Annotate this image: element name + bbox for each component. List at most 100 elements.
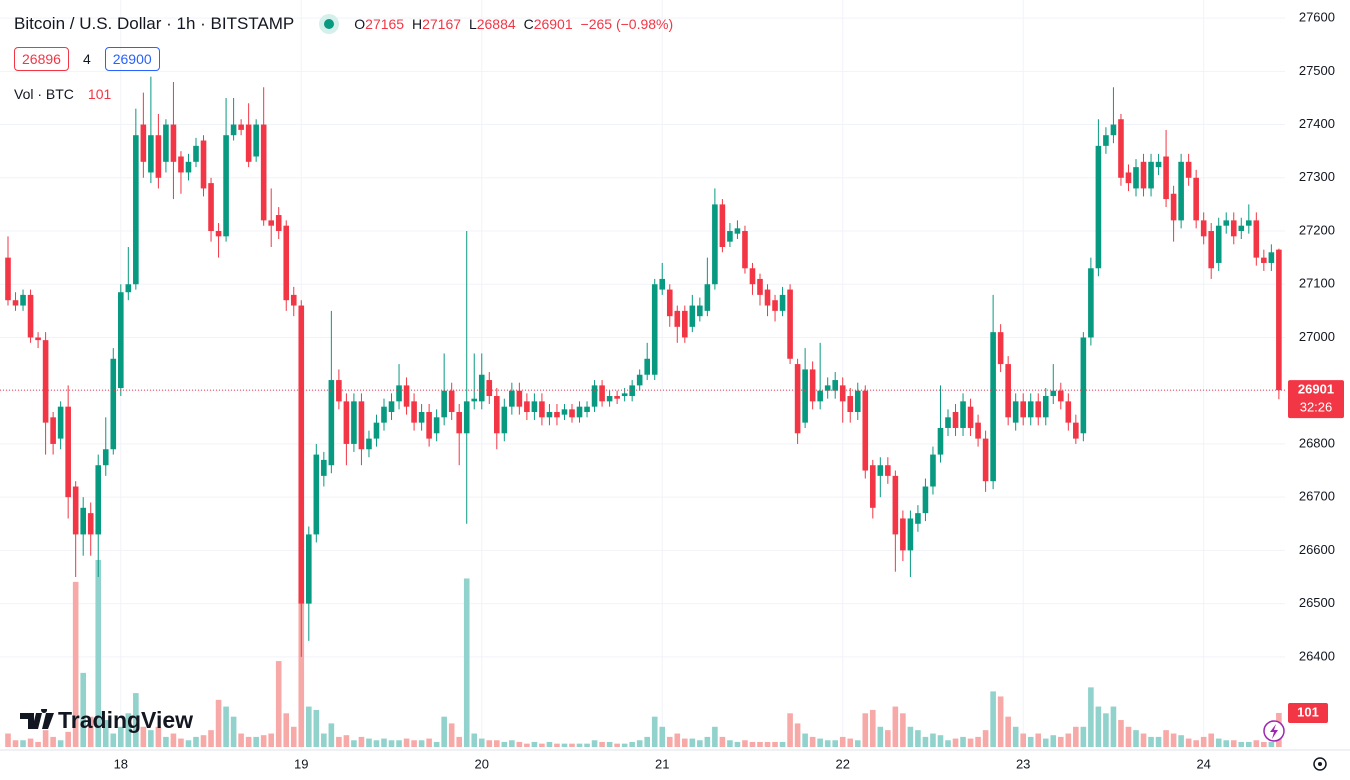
volume-bar <box>1012 726 1019 747</box>
candle-body <box>178 156 184 173</box>
candle-body <box>396 385 402 402</box>
x-tick-label: 23 <box>1016 756 1030 771</box>
settings-icon[interactable] <box>1313 757 1327 771</box>
candle-body <box>742 231 748 269</box>
candle-body <box>494 396 500 434</box>
candle-body <box>215 231 222 237</box>
volume-bar <box>1088 687 1094 747</box>
candle-body <box>892 475 899 535</box>
volume-bar <box>945 740 951 747</box>
candle-body <box>524 401 530 412</box>
last-price-label: 26901 <box>1298 382 1334 397</box>
symbol-title[interactable]: Bitcoin / U.S. Dollar · 1h · BITSTAMP <box>14 14 295 33</box>
volume-bar <box>802 733 808 747</box>
volume-bar <box>990 691 996 747</box>
candle-body <box>87 513 94 535</box>
volume-bar <box>313 709 320 747</box>
ohlc-letter: H <box>411 16 423 32</box>
candle-body <box>170 124 177 162</box>
y-tick-label: 27200 <box>1299 222 1335 237</box>
volume-bar <box>787 713 793 747</box>
candle-body <box>614 396 620 399</box>
volume-bar <box>870 709 876 747</box>
volume-bar <box>516 741 523 747</box>
volume-bar <box>463 578 470 747</box>
candle-body <box>922 486 929 514</box>
volume-bar <box>102 720 109 747</box>
volume-bar <box>306 706 312 747</box>
settings-icon-hub <box>1318 762 1322 766</box>
volume-bar <box>997 696 1004 747</box>
volume-bar <box>509 740 515 747</box>
logo[interactable]: TradingView <box>18 707 193 734</box>
volume-bar <box>1230 740 1237 747</box>
logo-text: TradingView <box>58 707 194 733</box>
y-tick-label: 26500 <box>1299 595 1335 610</box>
volume-bar <box>839 736 846 747</box>
volume-value-label: 101 <box>1297 704 1319 719</box>
candle-body <box>1261 257 1267 263</box>
volume-bar <box>930 733 936 747</box>
volume-bar <box>95 559 102 747</box>
candle-body <box>1170 193 1177 221</box>
candle-body <box>426 411 432 439</box>
last-price-box <box>1288 380 1344 419</box>
volume-bar <box>283 713 290 747</box>
candle-body <box>12 300 19 306</box>
volume-bar <box>614 743 620 747</box>
volume-bar <box>832 740 838 747</box>
volume-bar <box>847 738 854 747</box>
candle-body <box>238 124 244 130</box>
volume-bar <box>749 741 756 747</box>
volume-bar <box>65 731 71 747</box>
candle-body <box>712 204 718 285</box>
candle-body <box>456 411 462 434</box>
candle-body <box>20 294 26 306</box>
volume-bar <box>185 740 192 747</box>
candle-body <box>1223 220 1230 226</box>
volume-bar <box>215 699 222 747</box>
volume-bar <box>877 726 884 747</box>
candle-body <box>832 380 838 391</box>
candle-body <box>960 401 966 428</box>
volume-bar <box>666 736 673 747</box>
candle-body <box>629 385 635 397</box>
volume-bar <box>1005 716 1011 747</box>
candle-body <box>1125 172 1132 184</box>
alert-icon[interactable] <box>1263 720 1285 742</box>
candle-body <box>900 518 906 551</box>
buy-button[interactable]: 26900 <box>104 47 160 71</box>
x-tick-label: 21 <box>655 756 669 771</box>
volume-bar <box>900 713 906 747</box>
volume-bars <box>5 559 1282 747</box>
volume-bar <box>629 741 635 747</box>
volume-bar <box>584 743 590 747</box>
candle-body <box>5 257 11 301</box>
volume-bar <box>1238 741 1245 747</box>
volume-title[interactable]: Vol · BTC <box>14 86 74 102</box>
ohlc-value: 27165 <box>365 16 405 32</box>
volume-bar <box>321 733 327 747</box>
volume-bar <box>892 706 899 747</box>
candle-body <box>373 422 380 439</box>
candle-body <box>72 486 79 535</box>
volume-bar <box>697 740 703 747</box>
volume-bar <box>772 741 778 747</box>
y-tick-label: 26800 <box>1299 435 1335 450</box>
candle-body <box>163 124 169 162</box>
volume-bar <box>1095 706 1102 747</box>
volume-bar <box>200 735 207 747</box>
alert-icon-bolt <box>1270 724 1278 739</box>
candle-body <box>1230 220 1237 237</box>
candle-body <box>817 390 823 402</box>
candle-body <box>885 465 891 476</box>
candle-body <box>591 385 598 407</box>
ohlc-legend: O27165 H27167 L26884 C26901 −265 (−0.98%… <box>354 16 677 32</box>
volume-bar <box>1268 741 1275 747</box>
sell-button[interactable]: 26896 <box>14 47 69 71</box>
x-tick-label: 22 <box>835 756 849 771</box>
candle-body <box>306 534 312 604</box>
change: −265 (−0.98%) <box>580 16 674 32</box>
volume-bar <box>546 741 553 747</box>
volume-bar <box>982 730 989 747</box>
